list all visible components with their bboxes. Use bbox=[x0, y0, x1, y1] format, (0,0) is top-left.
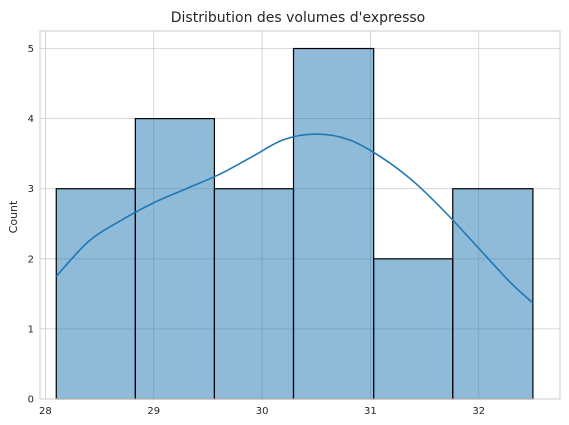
x-tick-label: 32 bbox=[472, 406, 485, 417]
y-tick-label: 3 bbox=[28, 184, 34, 195]
y-tick-label: 1 bbox=[28, 324, 34, 335]
y-tick-label: 4 bbox=[28, 114, 34, 125]
y-tick-label: 5 bbox=[28, 44, 34, 55]
kde-curve bbox=[55, 133, 534, 304]
kde-curve-layer bbox=[55, 133, 534, 304]
plot-frame bbox=[39, 30, 561, 400]
histogram-bar-3 bbox=[213, 188, 295, 400]
x-tick-label: 28 bbox=[39, 406, 52, 417]
histogram-bar-2 bbox=[134, 118, 216, 400]
y-tick-label: 0 bbox=[28, 395, 34, 406]
histogram-bar-1 bbox=[55, 188, 136, 400]
x-tick-label: 30 bbox=[256, 406, 269, 417]
histogram-bar-6 bbox=[452, 188, 534, 400]
x-tick-label: 31 bbox=[364, 406, 377, 417]
histogram-bars bbox=[55, 47, 534, 400]
x-tick-label: 29 bbox=[147, 406, 160, 417]
histogram-bar-4 bbox=[292, 47, 375, 400]
chart-title: Distribution des volumes d'expresso bbox=[171, 10, 425, 26]
histogram-bar-5 bbox=[373, 258, 454, 400]
y-axis-label: Count bbox=[7, 200, 20, 233]
y-tick-label: 2 bbox=[28, 254, 34, 265]
tick-labels: 28 29 30 31 32 0 1 2 3 4 5 bbox=[28, 44, 485, 417]
